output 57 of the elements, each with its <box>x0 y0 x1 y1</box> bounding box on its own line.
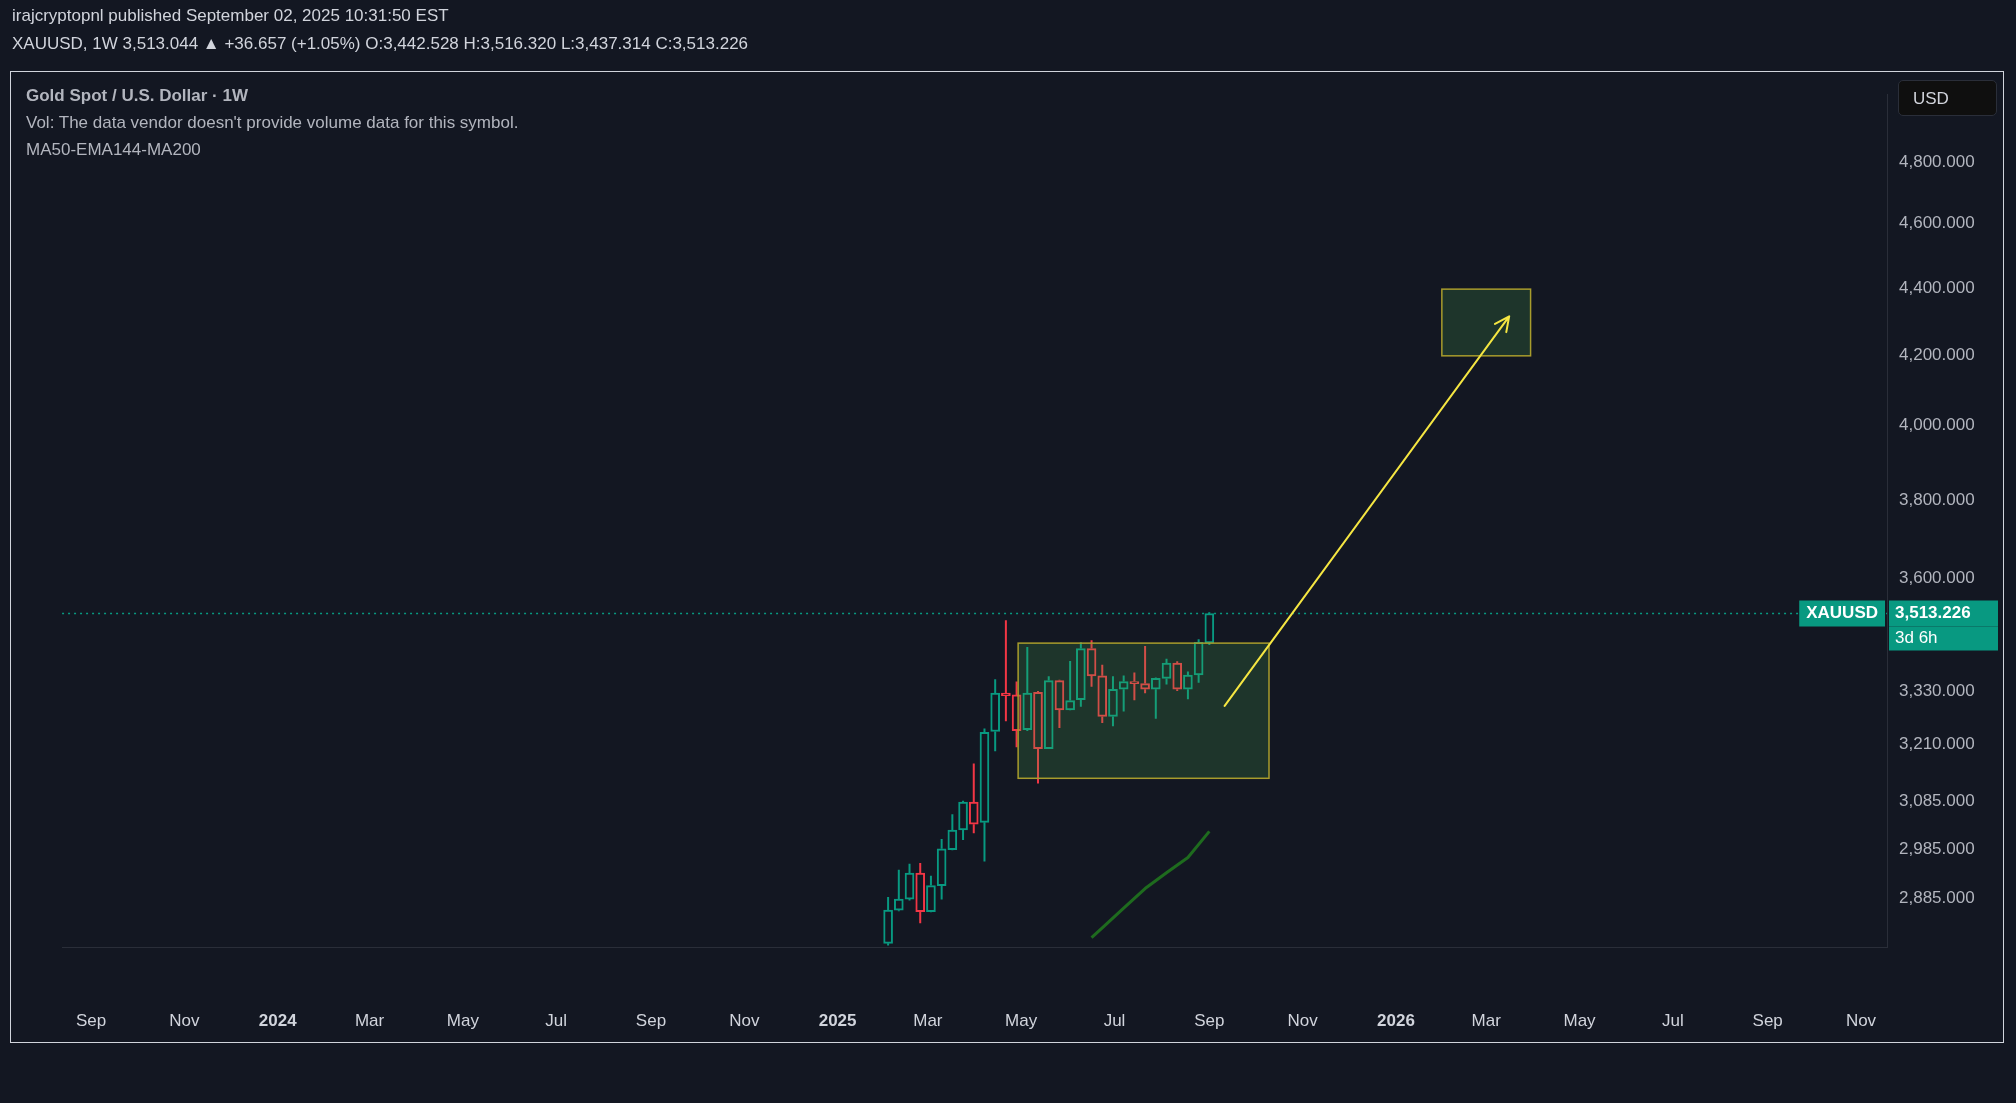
x-tick-label: Sep <box>76 1010 107 1030</box>
y-tick-label: 3,330.000 <box>1899 680 1975 700</box>
candlestick <box>893 868 904 911</box>
x-tick-label: Nov <box>1287 1010 1319 1030</box>
x-tick-label: 2025 <box>818 1010 857 1030</box>
annotation: Vol: The data vendor doesn't provide volume data for this symbol. <box>26 113 519 133</box>
y-tick-label: 2,985.000 <box>1899 838 1975 858</box>
x-tick-label: 2026 <box>1377 1010 1415 1030</box>
candlestick <box>1108 675 1118 728</box>
y-tick-label: 4,800.000 <box>1899 151 1975 171</box>
y-tick-label: 3,600.000 <box>1899 567 1975 587</box>
y-tick-label: 4,200.000 <box>1899 344 1975 364</box>
chart-title: Gold Spot / U.S. Dollar · 1W <box>26 86 248 106</box>
y-tick-label: 3,085.000 <box>1899 791 1975 811</box>
candlestick <box>958 801 968 842</box>
candlestick <box>1118 674 1129 713</box>
x-tick-label: Sep <box>1752 1010 1783 1030</box>
x-tick-label: Jul <box>1103 1010 1126 1030</box>
x-tick-label: Sep <box>1194 1010 1225 1030</box>
x-tick-label: May <box>446 1010 480 1030</box>
candlestick <box>926 874 936 912</box>
candlestick <box>968 762 979 835</box>
candlestick <box>1001 619 1011 723</box>
candlestick <box>1183 670 1193 701</box>
y-tick-label: 4,600.000 <box>1899 213 1975 233</box>
candlestick <box>883 896 893 947</box>
x-tick-label: Nov <box>729 1010 760 1030</box>
y-tick-label: 4,400.000 <box>1899 277 1975 297</box>
text: 3d 6h <box>1895 628 1938 648</box>
x-tick-label: Mar <box>1471 1010 1502 1030</box>
y-tick-label: 2,885.000 <box>1899 888 1975 908</box>
candlestick <box>990 678 1001 753</box>
text: XAUUSD, 1W 3,513.044 ▲ +36.657 (+1.05%) O:3,442.528 H:3,516.320 L:3,437.314 C:3,513.226 <box>12 34 749 54</box>
x-tick-label: Jul <box>1661 1010 1684 1030</box>
x-tick-label: Nov <box>1845 1010 1877 1030</box>
candlestick <box>936 838 947 901</box>
x-tick-label: Jul <box>545 1010 568 1030</box>
candlestick <box>1022 645 1033 731</box>
candlestick <box>1043 675 1054 749</box>
x-tick-label: Sep <box>635 1010 667 1030</box>
text: irajcryptopnl published September 02, 2025 10:31:50 EST <box>12 6 449 26</box>
candlestick <box>1076 641 1086 708</box>
y-tick-label: 4,000.000 <box>1899 415 1975 435</box>
y-tick-label: 3,210.000 <box>1899 733 1975 753</box>
x-tick-label: Mar <box>354 1010 385 1030</box>
x-tick-label: May <box>1563 1010 1597 1030</box>
x-tick-label: May <box>1005 1010 1038 1030</box>
text: 3,513.226 <box>1895 603 1971 623</box>
ref-line-label: XAUUSD <box>1806 603 1879 623</box>
x-tick-label: Nov <box>169 1010 201 1030</box>
currency-button: USD <box>1898 80 1997 116</box>
candlestick <box>915 861 926 925</box>
annotation: MA50-EMA144-MA200 <box>26 140 201 160</box>
x-tick-label: 2024 <box>258 1010 298 1030</box>
x-tick-label: Mar <box>913 1010 943 1030</box>
y-tick-label: 3,800.000 <box>1899 489 1975 509</box>
candlestick <box>1065 659 1075 711</box>
